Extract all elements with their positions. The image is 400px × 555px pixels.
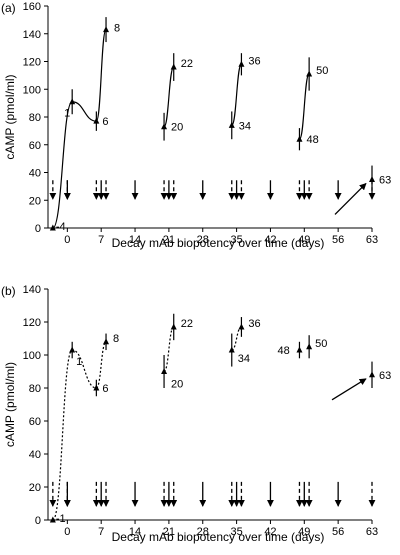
point-label: 50 (316, 65, 328, 77)
pointer-arrow (334, 182, 367, 215)
data-point (93, 384, 100, 391)
point-label: 48 (277, 345, 289, 357)
y-tick-label: 20 (29, 482, 41, 494)
x-tick-label: 14 (129, 526, 141, 538)
series-line (52, 28, 107, 229)
x-tick-label: 63 (366, 526, 378, 538)
point-label: 6 (102, 383, 108, 395)
series-line (231, 63, 243, 126)
x-tick-label: 0 (64, 526, 70, 538)
data-point (49, 516, 56, 523)
y-tick-label: 140 (23, 29, 41, 41)
y-tick-label: 140 (23, 284, 41, 296)
data-point (161, 123, 168, 130)
point-label: 6 (102, 116, 108, 128)
point-label: 63 (379, 370, 391, 382)
data-point (103, 26, 110, 33)
point-label: -1 (56, 513, 66, 525)
x-tick-label: 21 (163, 234, 175, 246)
data-point (228, 346, 235, 353)
y-tick-label: 0 (35, 223, 41, 235)
x-tick-label: 35 (230, 234, 242, 246)
data-point (69, 346, 76, 353)
data-point (161, 368, 168, 374)
data-point (369, 175, 375, 182)
series-line (163, 66, 175, 128)
x-tick-label: 56 (332, 234, 344, 246)
panel-label: (b) (1, 284, 16, 298)
series-line (163, 326, 175, 373)
x-tick-label: 28 (197, 234, 209, 246)
data-point (369, 371, 375, 378)
x-tick-label: 56 (332, 526, 344, 538)
x-tick-label: 49 (298, 234, 310, 246)
y-tick-label: 80 (29, 383, 41, 395)
y-axis-title: cAMP (pmol/ml) (3, 74, 17, 159)
series-line (298, 73, 310, 140)
x-tick-label: 21 (163, 526, 175, 538)
point-label: 34 (239, 120, 251, 132)
y-tick-label: 0 (35, 515, 41, 527)
point-label: 8 (114, 23, 120, 35)
series-line (231, 326, 242, 351)
x-tick-label: 7 (98, 234, 104, 246)
point-label: 20 (171, 379, 183, 391)
x-tick-label: 63 (366, 234, 378, 246)
y-tick-label: 120 (23, 317, 41, 329)
point-label: 1 (76, 356, 82, 368)
point-label: 1 (64, 108, 70, 120)
point-label: 20 (171, 122, 183, 134)
y-tick-label: 80 (29, 112, 41, 124)
x-tick-label: 7 (98, 526, 104, 538)
data-point (49, 224, 56, 231)
point-label: 50 (315, 338, 327, 350)
point-label: 22 (181, 58, 193, 70)
point-label: 63 (379, 174, 391, 186)
y-tick-label: 120 (23, 57, 41, 69)
y-tick-label: 60 (29, 140, 41, 152)
y-tick-label: 160 (23, 1, 41, 13)
x-axis-title: Decay mAb biopotency over time (days) (112, 530, 325, 544)
series-line (52, 341, 107, 521)
point-label: 8 (113, 333, 119, 345)
y-tick-label: 60 (29, 416, 41, 428)
y-axis-title: cAMP (pmol/ml) (3, 362, 17, 447)
x-axis-title: Decay mAb biopotency over time (days) (112, 236, 325, 250)
y-tick-label: 40 (29, 168, 41, 180)
y-tick-label: 100 (23, 350, 41, 362)
data-point (306, 70, 313, 77)
x-tick-label: 49 (298, 526, 310, 538)
x-tick-label: 14 (129, 234, 141, 246)
pointer-arrow (331, 378, 367, 401)
point-label: 34 (238, 353, 250, 365)
data-point (238, 60, 245, 67)
y-tick-label: 40 (29, 449, 41, 461)
point-label: 36 (248, 318, 260, 330)
data-point (296, 135, 303, 142)
data-point (228, 121, 235, 128)
x-tick-label: 42 (264, 234, 276, 246)
data-point (93, 117, 100, 124)
y-tick-label: 20 (29, 195, 41, 207)
x-tick-label: 35 (230, 526, 242, 538)
x-tick-label: 28 (197, 526, 209, 538)
point-label: 48 (306, 134, 318, 146)
x-tick-label: 0 (64, 234, 70, 246)
y-tick-label: 100 (23, 84, 41, 96)
data-point (170, 323, 177, 330)
data-point (306, 343, 313, 350)
point-label: -4 (56, 221, 66, 233)
data-point (296, 346, 303, 353)
data-point (170, 63, 177, 70)
data-point (103, 338, 110, 345)
panel-label: (a) (1, 1, 16, 15)
point-label: 22 (181, 318, 193, 330)
data-point (238, 323, 245, 330)
point-label: 36 (248, 55, 260, 67)
x-tick-label: 42 (264, 526, 276, 538)
data-point (69, 98, 76, 105)
